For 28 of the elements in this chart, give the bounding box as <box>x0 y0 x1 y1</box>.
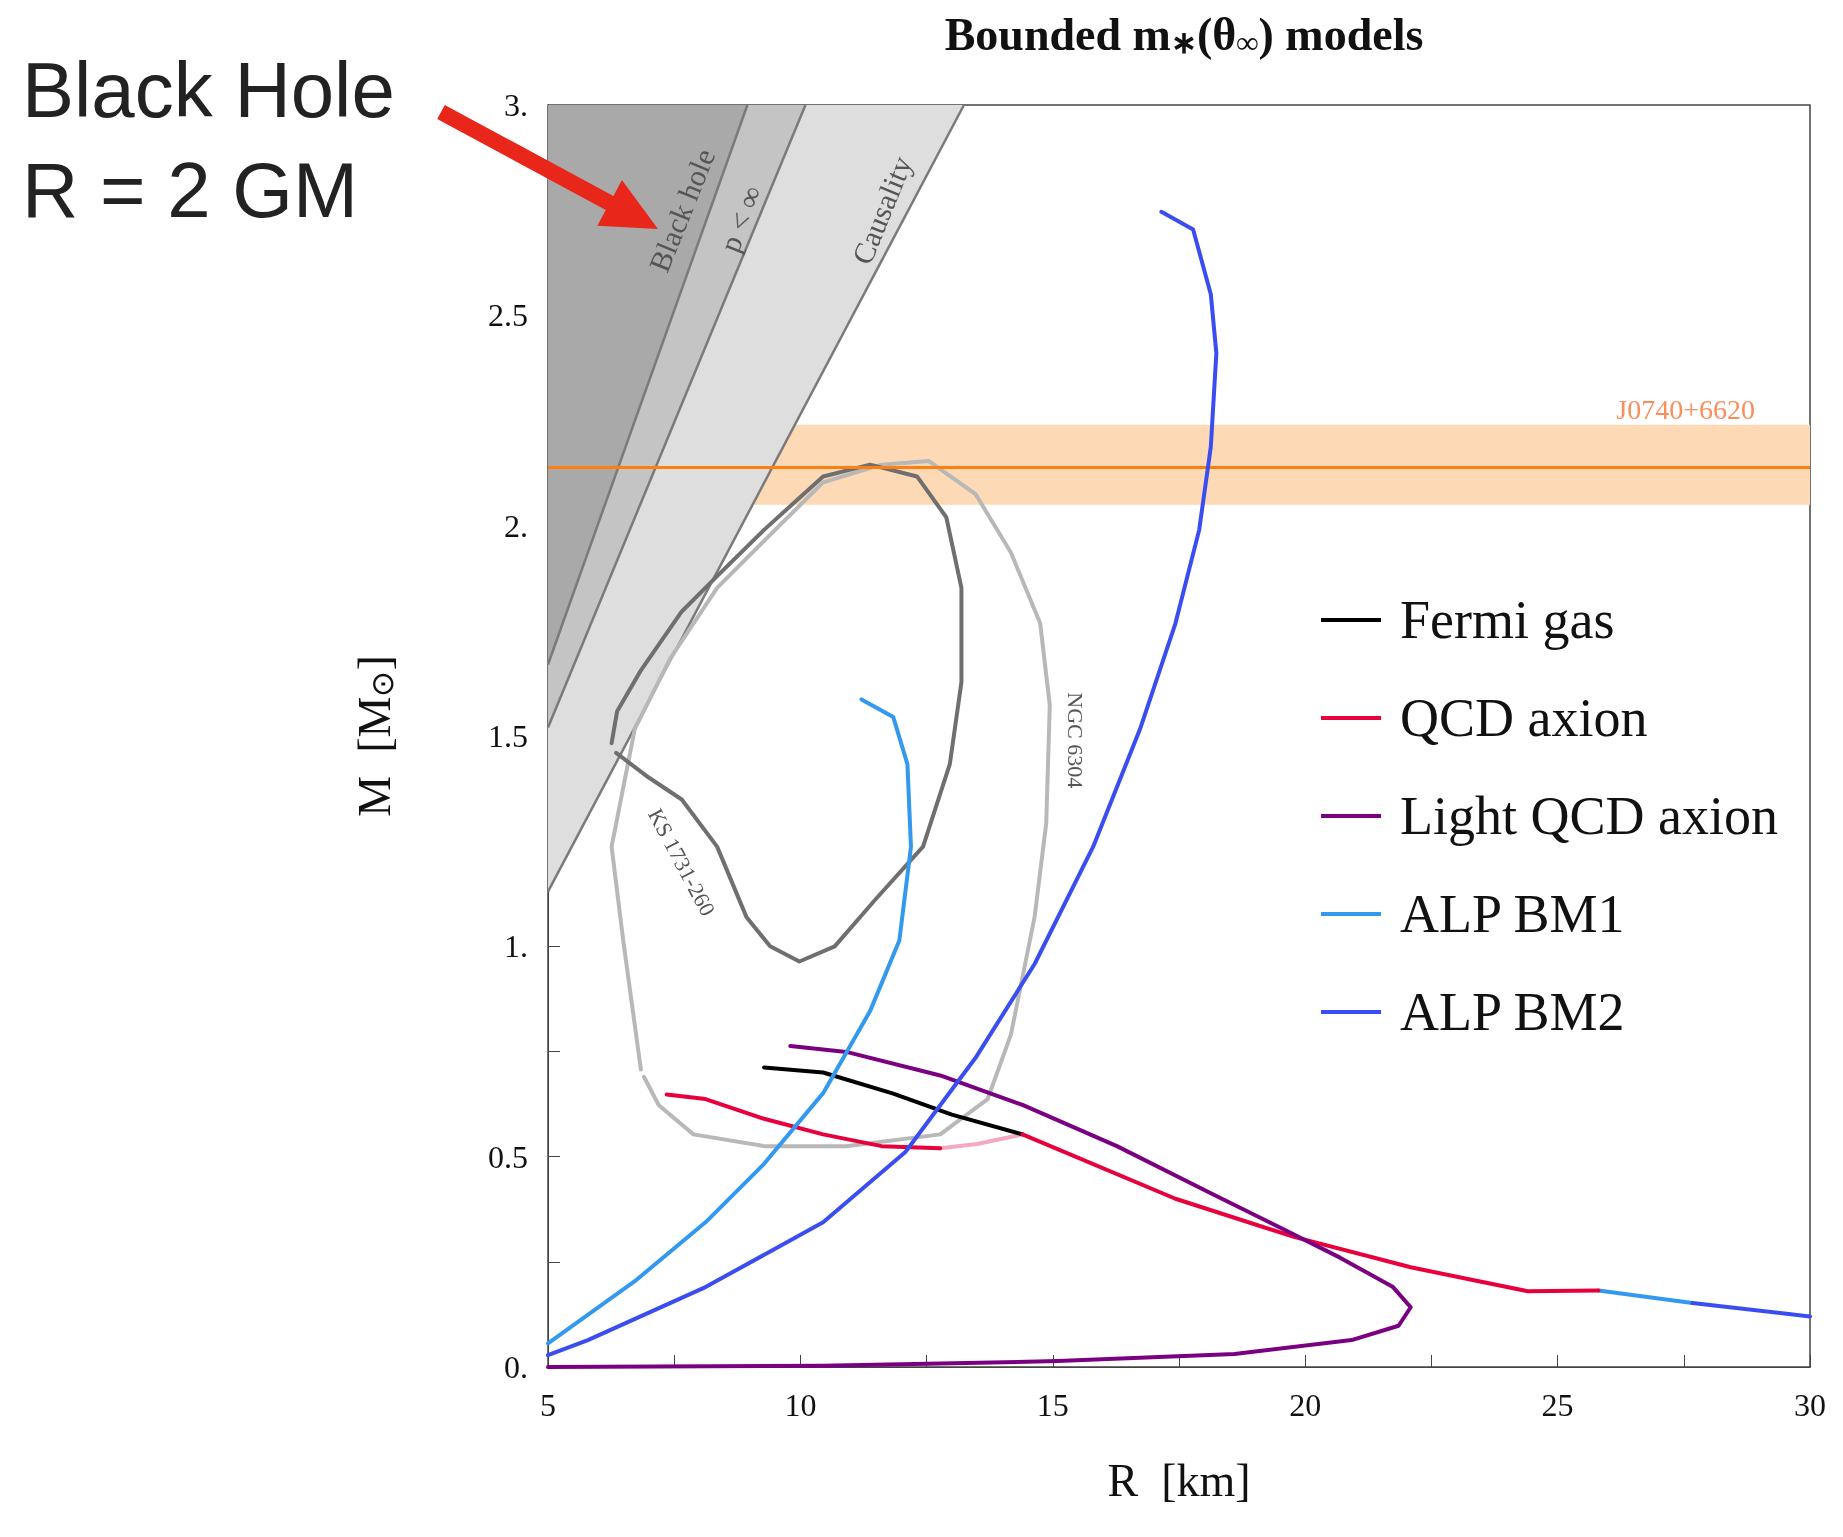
x-tick-label: 10 <box>784 1387 817 1423</box>
legend-label: QCD axion <box>1400 688 1648 748</box>
chart-title: Bounded m∗(θ∞) models <box>944 9 1424 61</box>
x-tick-label: 20 <box>1289 1387 1322 1423</box>
x-tick-label: 5 <box>540 1387 556 1423</box>
annotation: NGC 6304 <box>1063 692 1089 789</box>
y-tick-label: 3. <box>504 87 528 123</box>
legend-label: Fermi gas <box>1400 590 1615 650</box>
x-tick-label: 25 <box>1541 1387 1574 1423</box>
y-tick-label: 0.5 <box>488 1138 528 1175</box>
y-tick-label: 1. <box>504 928 528 965</box>
legend-label: ALP BM1 <box>1400 884 1625 944</box>
line-series <box>546 1044 1413 1369</box>
x-axis-title: R [km] <box>1107 1454 1251 1506</box>
x-tick-label: 15 <box>1036 1387 1069 1423</box>
y-tick-label: 2.5 <box>488 297 528 334</box>
x-tick-label: 30 <box>1794 1387 1826 1423</box>
band-label: J0740+6620 <box>1616 394 1755 426</box>
line-series <box>762 1065 1025 1137</box>
y-tick-label: 1.5 <box>488 718 528 754</box>
line-series <box>609 458 1052 1149</box>
text: Black Hole R = 2 GM <box>22 45 395 236</box>
y-tick-label: 0. <box>504 1349 528 1385</box>
y-tick-label: 2. <box>504 507 528 544</box>
legend-label: ALP BM2 <box>1400 982 1625 1042</box>
line-series <box>546 697 913 1346</box>
y-axis-title: M [M⊙] <box>348 655 400 817</box>
legend-label: Light QCD axion <box>1400 786 1779 846</box>
